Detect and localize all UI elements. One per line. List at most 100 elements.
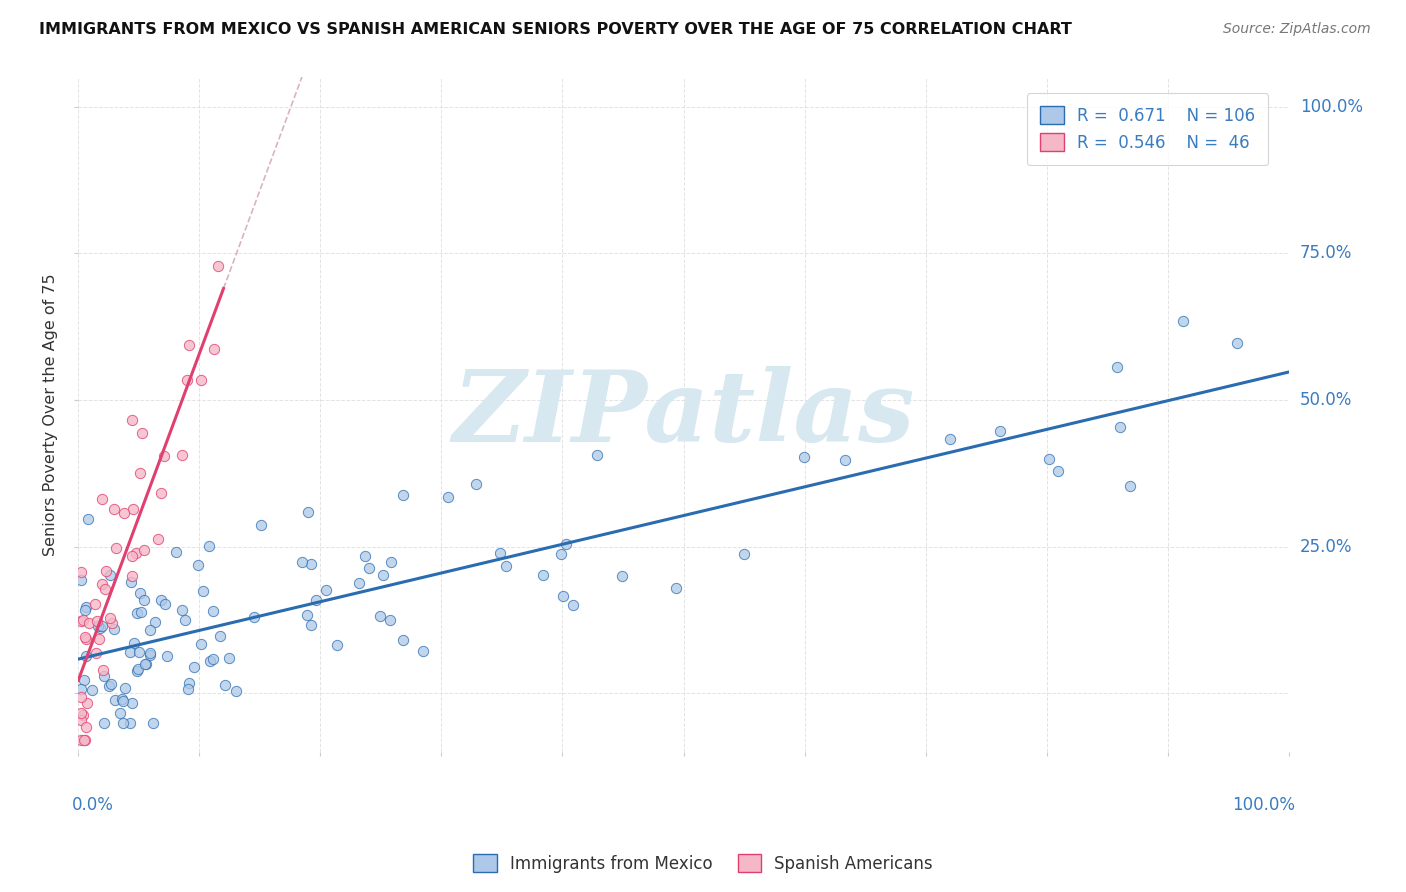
Point xyxy=(170,448,193,462)
Point xyxy=(988,424,1011,438)
Point xyxy=(104,693,127,707)
Point xyxy=(1226,336,1249,351)
Point xyxy=(72,708,94,723)
Point xyxy=(489,546,512,560)
Point xyxy=(75,599,97,614)
Point xyxy=(69,574,91,588)
Point xyxy=(299,617,322,632)
Point xyxy=(94,582,117,596)
Point xyxy=(555,537,578,551)
Point xyxy=(793,450,815,464)
Y-axis label: Seniors Poverty Over the Age of 75: Seniors Poverty Over the Age of 75 xyxy=(44,273,58,556)
Point xyxy=(69,733,91,747)
Point xyxy=(733,547,755,561)
Point xyxy=(76,512,98,526)
Point xyxy=(112,715,135,730)
Point xyxy=(89,621,111,635)
Point xyxy=(187,558,209,573)
Point xyxy=(111,692,134,706)
Point xyxy=(207,260,229,274)
Point xyxy=(73,630,96,644)
Text: 25.0%: 25.0% xyxy=(1301,538,1353,556)
Point xyxy=(357,561,380,575)
Point xyxy=(94,564,117,578)
Point xyxy=(665,581,688,595)
Point xyxy=(378,613,401,627)
Point xyxy=(98,568,121,582)
Point xyxy=(146,532,169,546)
Point xyxy=(437,490,460,504)
Point xyxy=(86,614,108,628)
Point xyxy=(72,613,94,627)
Point xyxy=(176,374,198,388)
Point xyxy=(353,549,375,564)
Point xyxy=(72,733,94,747)
Point xyxy=(93,668,115,682)
Point xyxy=(132,542,155,557)
Point xyxy=(149,592,172,607)
Point xyxy=(198,540,221,554)
Point xyxy=(190,373,212,387)
Point xyxy=(347,576,370,591)
Point xyxy=(110,706,132,721)
Point xyxy=(214,678,236,692)
Point xyxy=(550,547,572,561)
Point xyxy=(326,638,349,652)
Point xyxy=(177,337,200,351)
Text: 75.0%: 75.0% xyxy=(1301,244,1353,262)
Point xyxy=(84,646,107,660)
Point xyxy=(1173,314,1195,328)
Point xyxy=(118,645,141,659)
Point xyxy=(208,629,231,643)
Point xyxy=(97,680,120,694)
Point xyxy=(551,589,574,603)
Point xyxy=(69,681,91,696)
Point xyxy=(122,501,145,516)
Point xyxy=(90,619,112,633)
Point xyxy=(128,467,150,481)
Point xyxy=(380,555,402,569)
Point xyxy=(495,558,517,573)
Point xyxy=(86,619,108,633)
Point xyxy=(177,681,200,696)
Point xyxy=(183,659,205,673)
Point xyxy=(315,582,337,597)
Point xyxy=(368,608,391,623)
Point xyxy=(561,599,583,613)
Point xyxy=(610,568,633,582)
Point xyxy=(304,593,326,607)
Point xyxy=(90,492,112,507)
Text: 0.0%: 0.0% xyxy=(72,796,114,814)
Point xyxy=(1119,479,1142,493)
Point xyxy=(135,657,157,671)
Point xyxy=(131,426,153,441)
Point xyxy=(125,546,148,560)
Point xyxy=(112,694,135,708)
Point xyxy=(464,476,486,491)
Point xyxy=(149,486,172,500)
Point xyxy=(202,652,225,666)
Point xyxy=(531,567,554,582)
Point xyxy=(103,622,125,636)
Point xyxy=(412,643,434,657)
Point xyxy=(299,557,322,571)
Text: 50.0%: 50.0% xyxy=(1301,391,1353,409)
Point xyxy=(112,506,135,520)
Text: ZIPatlas: ZIPatlas xyxy=(453,367,915,463)
Point xyxy=(201,604,224,618)
Point xyxy=(69,713,91,727)
Point xyxy=(75,733,97,747)
Point xyxy=(121,549,143,563)
Point xyxy=(73,603,96,617)
Point xyxy=(122,636,145,650)
Point xyxy=(200,654,222,668)
Point xyxy=(132,593,155,607)
Point xyxy=(69,706,91,721)
Point xyxy=(104,541,127,556)
Point xyxy=(100,615,122,630)
Point xyxy=(98,611,121,625)
Point xyxy=(243,610,266,624)
Point xyxy=(69,614,91,628)
Point xyxy=(121,413,143,427)
Text: IMMIGRANTS FROM MEXICO VS SPANISH AMERICAN SENIORS POVERTY OVER THE AGE OF 75 CO: IMMIGRANTS FROM MEXICO VS SPANISH AMERIC… xyxy=(39,22,1073,37)
